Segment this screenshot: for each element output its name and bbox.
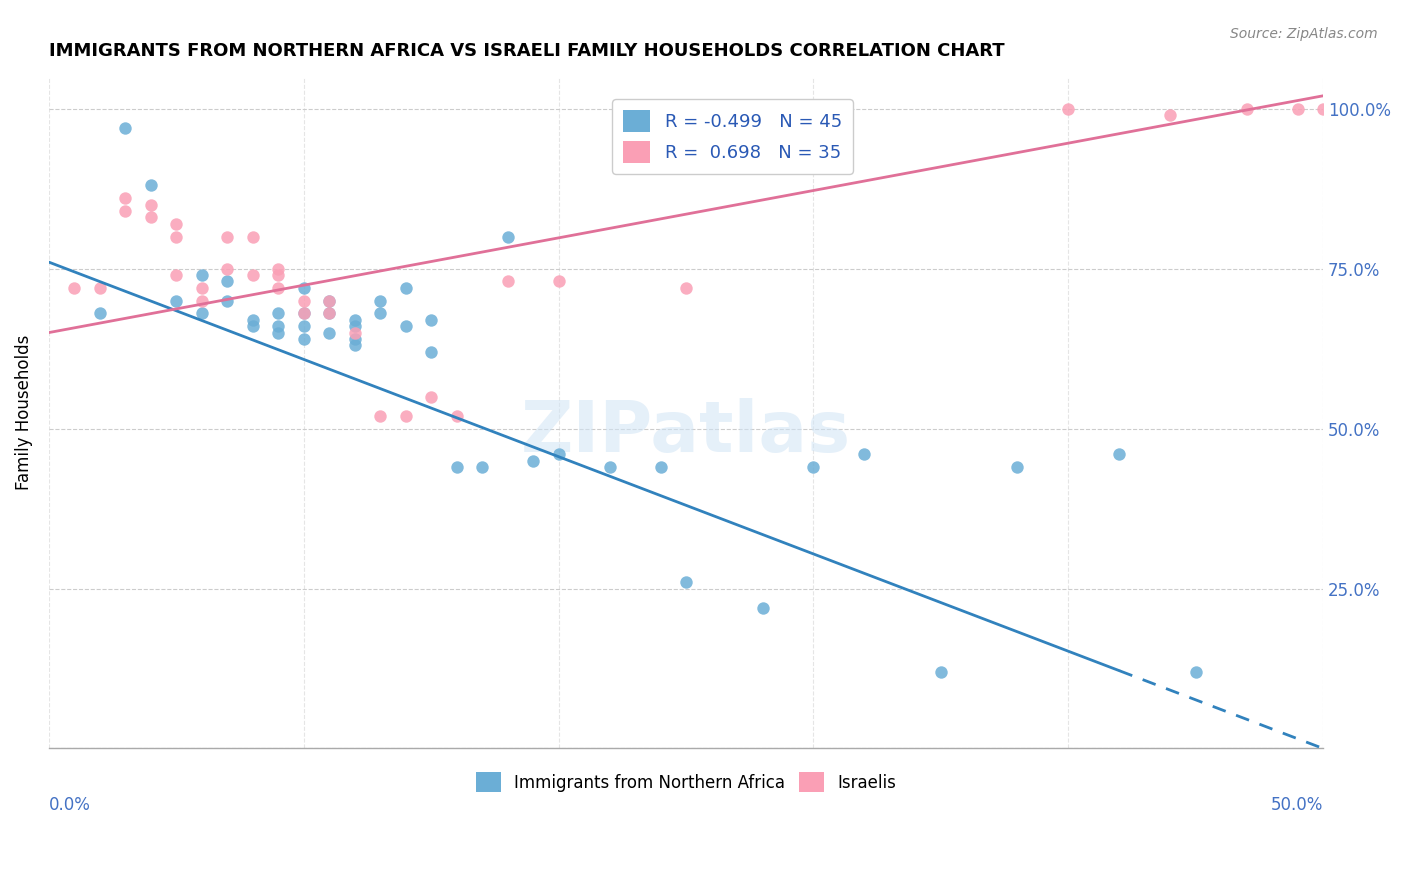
Point	[547, 274, 569, 288]
Point	[114, 120, 136, 135]
Point	[267, 261, 290, 276]
Point	[650, 459, 672, 474]
Point	[1184, 665, 1206, 679]
Point	[368, 409, 391, 423]
Point	[1286, 102, 1309, 116]
Point	[165, 293, 187, 308]
Text: 0.0%: 0.0%	[49, 796, 91, 814]
Point	[217, 293, 239, 308]
Point	[139, 178, 162, 193]
Point	[191, 293, 214, 308]
Point	[496, 229, 519, 244]
Point	[471, 459, 494, 474]
Point	[267, 281, 290, 295]
Point	[803, 459, 825, 474]
Point	[267, 319, 290, 334]
Point	[217, 261, 239, 276]
Point	[1236, 102, 1258, 116]
Point	[165, 217, 187, 231]
Point	[420, 344, 443, 359]
Point	[343, 326, 366, 340]
Point	[547, 447, 569, 461]
Point	[242, 268, 264, 282]
Point	[165, 229, 187, 244]
Point	[395, 409, 418, 423]
Point	[318, 293, 340, 308]
Point	[191, 268, 214, 282]
Point	[446, 459, 468, 474]
Point	[751, 600, 773, 615]
Y-axis label: Family Households: Family Households	[15, 334, 32, 491]
Point	[139, 211, 162, 225]
Point	[853, 447, 876, 461]
Point	[292, 281, 315, 295]
Point	[114, 204, 136, 219]
Point	[318, 293, 340, 308]
Point	[1057, 102, 1080, 116]
Text: ZIPatlas: ZIPatlas	[522, 398, 851, 467]
Point	[395, 281, 418, 295]
Point	[267, 306, 290, 320]
Point	[1312, 102, 1334, 116]
Point	[217, 274, 239, 288]
Point	[599, 459, 621, 474]
Point	[496, 274, 519, 288]
Text: 50.0%: 50.0%	[1271, 796, 1323, 814]
Point	[89, 306, 111, 320]
Point	[267, 326, 290, 340]
Point	[522, 453, 544, 467]
Point	[420, 312, 443, 326]
Point	[267, 268, 290, 282]
Point	[318, 326, 340, 340]
Point	[1108, 447, 1130, 461]
Point	[675, 575, 697, 590]
Point	[242, 312, 264, 326]
Point	[242, 229, 264, 244]
Point	[139, 197, 162, 211]
Point	[343, 312, 366, 326]
Point	[292, 306, 315, 320]
Point	[114, 191, 136, 205]
Point	[675, 281, 697, 295]
Point	[1159, 108, 1181, 122]
Point	[1007, 459, 1029, 474]
Point	[343, 338, 366, 352]
Point	[292, 319, 315, 334]
Point	[318, 306, 340, 320]
Point	[368, 293, 391, 308]
Point	[292, 293, 315, 308]
Point	[343, 332, 366, 346]
Legend: Immigrants from Northern Africa, Israelis: Immigrants from Northern Africa, Israeli…	[468, 764, 904, 801]
Point	[191, 281, 214, 295]
Point	[63, 281, 86, 295]
Text: Source: ZipAtlas.com: Source: ZipAtlas.com	[1230, 27, 1378, 41]
Point	[343, 319, 366, 334]
Point	[929, 665, 952, 679]
Point	[446, 409, 468, 423]
Point	[242, 319, 264, 334]
Point	[89, 281, 111, 295]
Point	[191, 306, 214, 320]
Point	[217, 229, 239, 244]
Point	[368, 306, 391, 320]
Point	[292, 332, 315, 346]
Point	[165, 268, 187, 282]
Point	[292, 306, 315, 320]
Point	[395, 319, 418, 334]
Point	[420, 390, 443, 404]
Point	[318, 306, 340, 320]
Text: IMMIGRANTS FROM NORTHERN AFRICA VS ISRAELI FAMILY HOUSEHOLDS CORRELATION CHART: IMMIGRANTS FROM NORTHERN AFRICA VS ISRAE…	[49, 42, 1005, 60]
